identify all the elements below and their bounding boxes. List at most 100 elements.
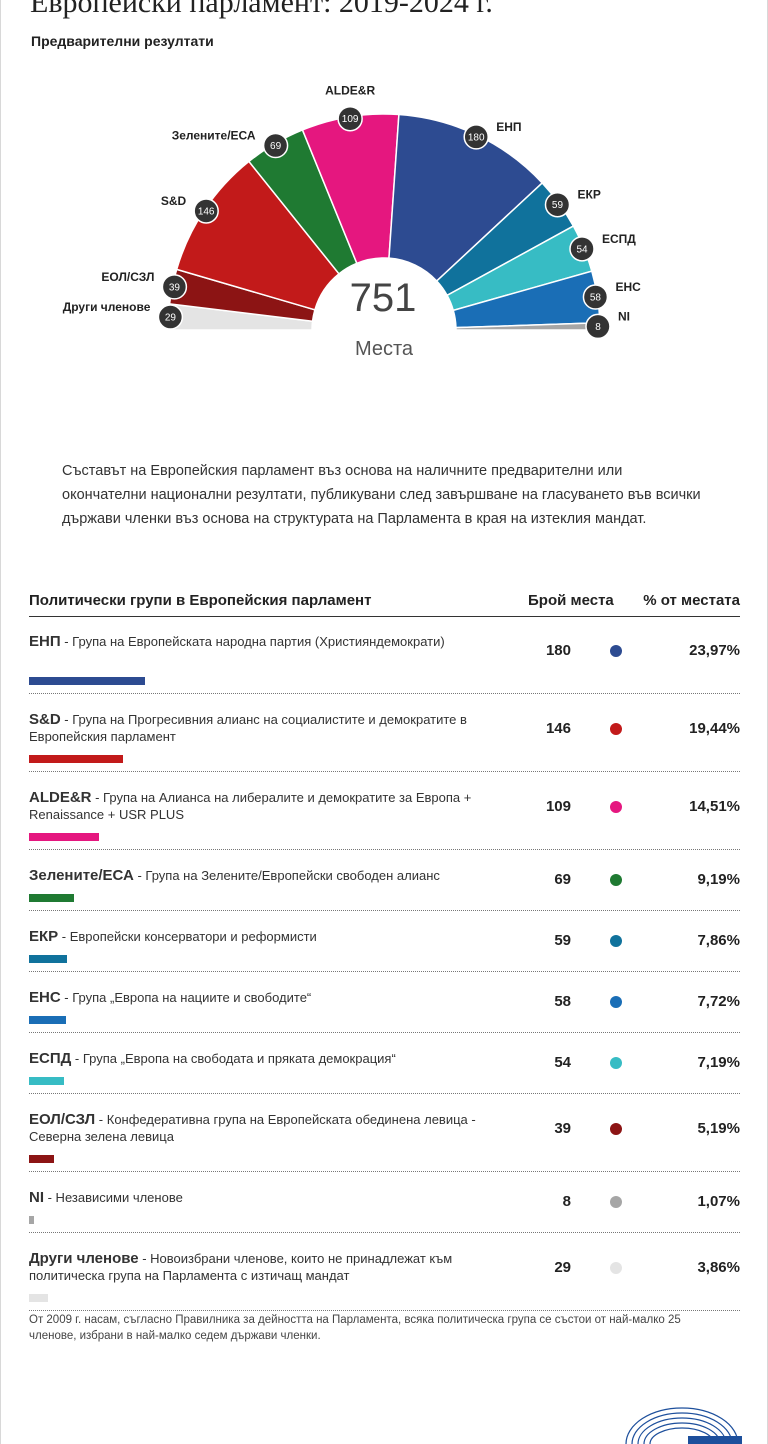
column-group-name: Политически групи в Европейския парламен… (29, 592, 372, 609)
total-seats-label: Места (355, 338, 414, 360)
seat-count-efdd: 54 (576, 244, 588, 255)
share-bar (29, 1155, 54, 1163)
seat-count: 54 (554, 1054, 571, 1071)
group-abbr: ЕКР (29, 928, 59, 945)
color-dot (610, 1262, 622, 1274)
group-name: - Група „Европа на нациите и свободите“ (60, 990, 312, 1005)
seat-count-alde: 109 (342, 114, 359, 125)
group-abbr: S&D (29, 711, 61, 728)
seat-count-gue: 39 (169, 282, 181, 293)
group-abbr: ЕОЛ/СЗЛ (29, 1111, 96, 1128)
table-row: ЕНС - Група „Европа на нациите и свободи… (29, 972, 740, 1033)
color-dot (610, 1057, 622, 1069)
seat-bubble-alde (337, 105, 363, 132)
group-name: - Група на Прогресивния алианс на социал… (29, 712, 467, 744)
footnote: От 2009 г. насам, съгласно Правилника за… (29, 1314, 681, 1342)
description: Съставът на Европейския парламент въз ос… (62, 463, 701, 527)
column-percent: % от местата (643, 592, 740, 609)
group-name: - Независими членове (44, 1190, 183, 1205)
seat-bubble-gue (161, 274, 188, 300)
share-bar (29, 1294, 48, 1302)
share-bar (29, 894, 74, 902)
color-dot (610, 996, 622, 1008)
seat-bubble-efdd (569, 236, 595, 262)
color-dot (610, 874, 622, 886)
color-dot (610, 935, 622, 947)
seat-bubble-sd (193, 198, 219, 224)
seat-percent: 3,86% (697, 1259, 740, 1276)
page-subtitle: Предварителни резултати (31, 33, 214, 49)
seat-count-others: 29 (165, 313, 177, 324)
seat-percent: 1,07% (697, 1193, 740, 1210)
table-row: ЕОЛ/СЗЛ - Конфедеративна група на Европе… (29, 1094, 740, 1172)
table-row: ЕНП - Група на Европейската народна парт… (29, 616, 740, 694)
page-title: Европейски парламент: 2019-2024 г. (30, 0, 493, 19)
seat-bubble-ni (585, 313, 611, 340)
seat-count-enf: 58 (590, 293, 602, 304)
group-name: - Група „Европа на свободата и пряката д… (71, 1051, 396, 1066)
seat-percent: 7,86% (697, 932, 740, 949)
seat-count-greens: 69 (270, 141, 282, 152)
table-row: NI - Независими членове 8 1,07% (29, 1172, 740, 1233)
seat-bubble-enf (582, 284, 609, 310)
seat-count-sd: 146 (198, 206, 215, 217)
group-label-ni: NI (618, 309, 630, 323)
group-label-epp: ЕНП (496, 120, 521, 134)
group-abbr: Други членове (29, 1250, 139, 1267)
column-seats: Брой места (528, 592, 614, 609)
color-dot (610, 801, 622, 813)
hemicycle-labels: 29 Други членове 39 ЕОЛ/СЗЛ 146 S&D 69 Зелените… (63, 84, 641, 340)
group-abbr: ЕНП (29, 633, 61, 650)
group-abbr: ЕСПД (29, 1050, 72, 1067)
group-description: S&D - Група на Прогресивния алианс на со… (29, 711, 519, 745)
table-row: ЕКР - Европейски консерватори и реформис… (29, 911, 740, 972)
segment-epp (388, 113, 544, 283)
group-description: ЕНС - Група „Европа на нациите и свободи… (29, 989, 519, 1006)
group-name: - Конфедеративна група на Европейската о… (29, 1112, 476, 1144)
color-dot (610, 723, 622, 735)
hemicycle-chart: 29 Други членове 39 ЕОЛ/СЗЛ 146 S&D 69 Зелените… (63, 84, 641, 360)
seat-percent: 9,19% (697, 871, 740, 888)
group-label-sd: S&D (161, 194, 187, 208)
color-dot (610, 1123, 622, 1135)
groups-table: ЕНП - Група на Европейската народна парт… (29, 616, 740, 1311)
table-row: ALDE&R - Група на Алианса на либералите … (29, 772, 740, 850)
seat-count: 69 (554, 871, 571, 888)
total-seats: 751 (350, 276, 417, 320)
share-bar (29, 677, 145, 685)
table-row: ЕСПД - Група „Европа на свободата и пряк… (29, 1033, 740, 1094)
group-abbr: Зелените/ЕСА (29, 867, 134, 884)
group-name: - Група на Зелените/Европейски свободен … (133, 868, 440, 883)
hemicycle-segments (167, 113, 601, 331)
seat-count: 58 (554, 993, 571, 1010)
group-label-greens: Зелените/ЕСА (172, 128, 256, 142)
group-label-efdd: ЕСПД (602, 232, 636, 246)
group-name: - Новоизбрани членове, които не принадле… (29, 1251, 453, 1283)
seat-count-ni: 8 (595, 322, 601, 333)
group-description: ЕОЛ/СЗЛ - Конфедеративна група на Европе… (29, 1111, 519, 1145)
seat-percent: 5,19% (697, 1120, 740, 1137)
seat-bubble-epp (463, 124, 489, 150)
group-name: - Група на Европейската народна партия (… (60, 634, 445, 649)
table-row: S&D - Група на Прогресивния алианс на со… (29, 694, 740, 772)
seat-count: 8 (562, 1193, 571, 1210)
seat-count: 180 (545, 642, 571, 659)
group-description: Други членове - Новоизбрани членове, кои… (29, 1250, 519, 1284)
group-name: - Европейски консерватори и реформисти (58, 929, 317, 944)
group-name: - Група на Алианса на либералите и демок… (29, 790, 472, 822)
group-label-alde: ALDE&R (325, 84, 375, 98)
seat-count-ecr: 59 (552, 200, 564, 211)
group-description: ЕКР - Европейски консерватори и реформис… (29, 928, 519, 945)
share-bar (29, 1077, 64, 1085)
group-abbr: ALDE&R (29, 789, 92, 806)
group-label-others: Други членове (63, 300, 151, 314)
seat-count-epp: 180 (468, 132, 485, 143)
seat-bubble-greens (262, 132, 289, 159)
group-label-ecr: ЕКР (577, 188, 600, 202)
seat-bubble-ecr (544, 191, 571, 218)
color-dot (610, 1196, 622, 1208)
seat-percent: 7,72% (697, 993, 740, 1010)
group-label-gue: ЕОЛ/СЗЛ (101, 270, 154, 284)
seat-percent: 19,44% (689, 720, 740, 737)
seat-count: 146 (545, 720, 571, 737)
